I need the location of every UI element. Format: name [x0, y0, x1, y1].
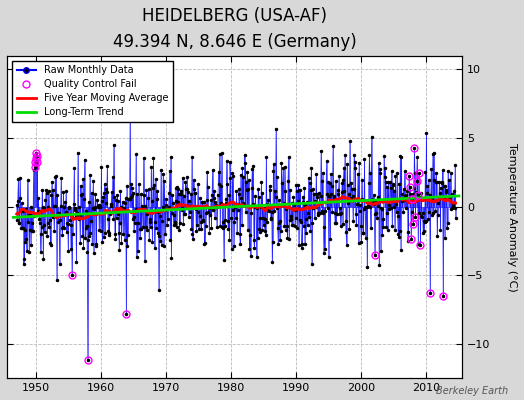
Legend: Raw Monthly Data, Quality Control Fail, Five Year Moving Average, Long-Term Tren: Raw Monthly Data, Quality Control Fail, … — [12, 60, 173, 122]
Title: HEIDELBERG (USA-AF)
49.394 N, 8.646 E (Germany): HEIDELBERG (USA-AF) 49.394 N, 8.646 E (G… — [113, 7, 356, 51]
Text: Berkeley Earth: Berkeley Earth — [436, 386, 508, 396]
Y-axis label: Temperature Anomaly (°C): Temperature Anomaly (°C) — [507, 142, 517, 291]
